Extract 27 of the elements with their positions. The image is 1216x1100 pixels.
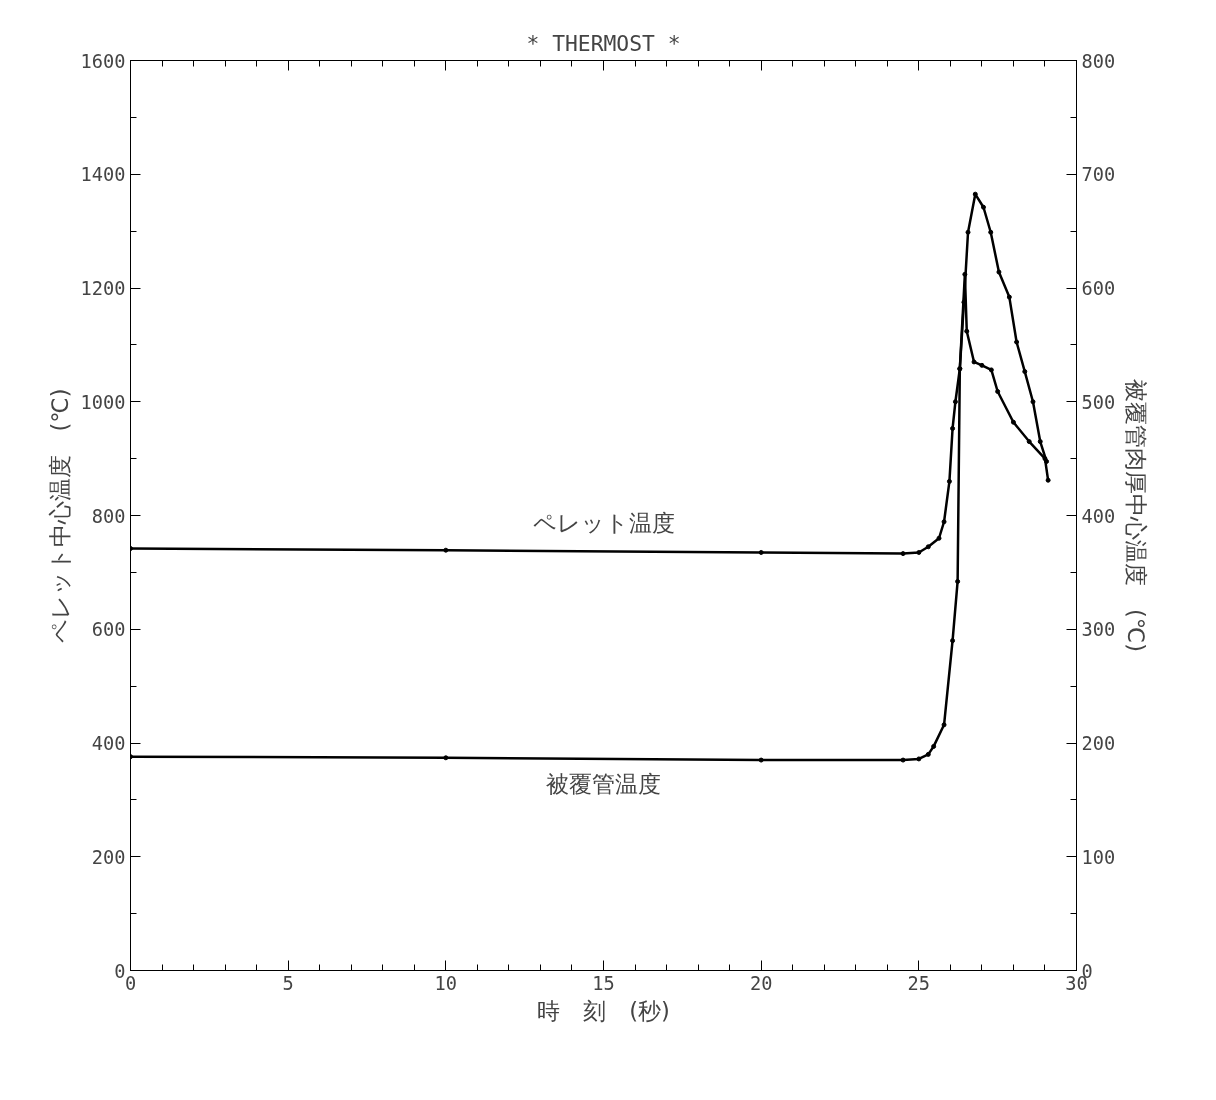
y-tick-label: 600 <box>91 619 126 641</box>
y-tick-label: 800 <box>91 505 126 527</box>
y-tick-label: 200 <box>91 846 126 868</box>
y2-tick-label: 800 <box>1081 50 1116 72</box>
y-tick-label: 1000 <box>80 391 126 413</box>
y-tick-label: 1600 <box>80 50 126 72</box>
y2-tick-label: 600 <box>1081 278 1116 299</box>
y-axis-title: ペレット中心温度 (℃) <box>46 388 73 643</box>
y2-tick-label: 300 <box>1081 619 1116 641</box>
chart-title: * THERMOST * <box>526 30 681 56</box>
series-label: ペレット温度 <box>532 510 675 537</box>
y2-axis-title: 被覆管肉厚中心温度 (℃) <box>1123 378 1150 653</box>
y-tick-label: 400 <box>91 733 126 754</box>
y2-tick-label: 500 <box>1081 391 1116 413</box>
y2-tick-label: 200 <box>1081 733 1116 754</box>
y-tick-label: 1400 <box>80 164 126 186</box>
x-tick-label: 10 <box>434 972 458 994</box>
x-axis-title: 時 刻 (秒) <box>537 997 670 1024</box>
y-tick-label: 1200 <box>80 278 126 299</box>
y2-tick-label: 700 <box>1081 164 1116 186</box>
x-tick-label: 20 <box>749 972 773 994</box>
x-tick-label: 5 <box>282 972 294 994</box>
x-tick-label: 25 <box>907 972 931 994</box>
x-tick-label: 15 <box>592 972 615 994</box>
y2-tick-label: 100 <box>1081 846 1116 868</box>
series-label: 被覆管温度 <box>546 770 661 797</box>
y2-tick-label: 400 <box>1081 505 1116 527</box>
